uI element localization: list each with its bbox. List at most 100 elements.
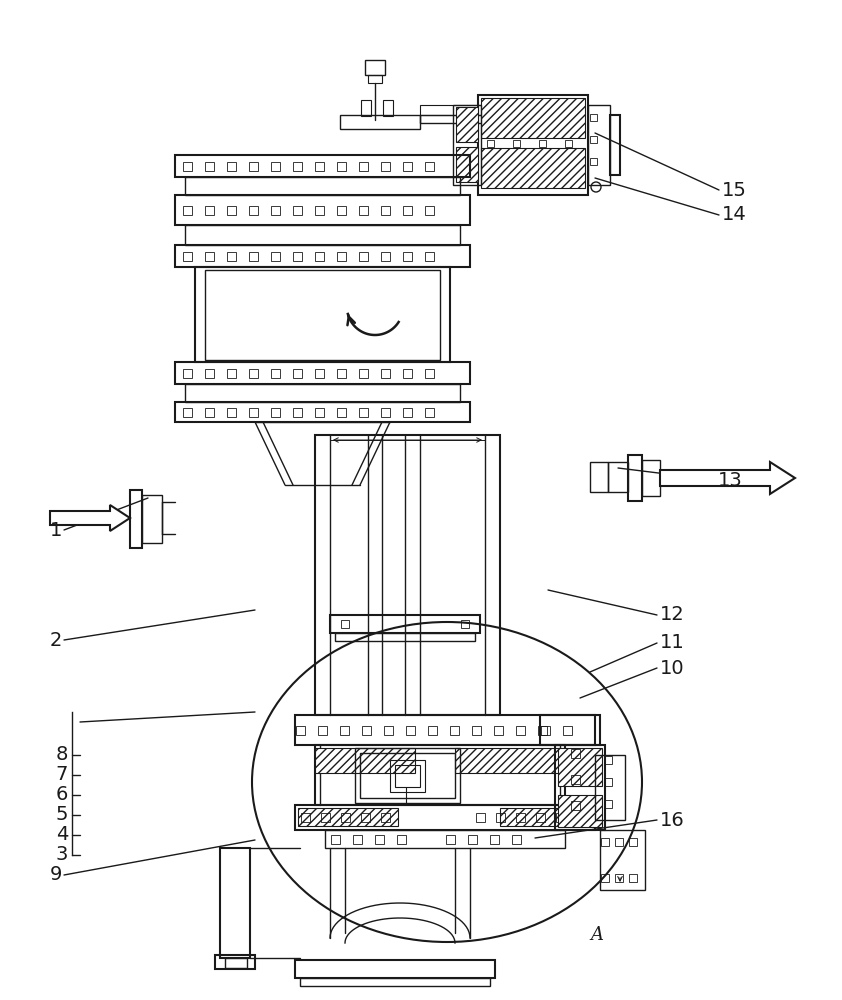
Bar: [341, 620, 349, 628]
Bar: [629, 874, 637, 882]
Bar: [337, 369, 346, 378]
Bar: [425, 252, 434, 261]
Bar: [420, 105, 500, 115]
Bar: [220, 848, 250, 958]
Bar: [361, 813, 370, 822]
Bar: [318, 726, 327, 735]
Bar: [362, 726, 371, 735]
Bar: [331, 835, 340, 844]
Bar: [293, 162, 302, 171]
Bar: [175, 195, 470, 225]
Bar: [555, 745, 605, 830]
Bar: [540, 715, 600, 745]
Bar: [368, 75, 382, 83]
Bar: [296, 726, 305, 735]
Bar: [481, 98, 585, 138]
Bar: [571, 801, 580, 810]
Bar: [453, 105, 481, 185]
Bar: [563, 726, 572, 735]
Bar: [375, 835, 384, 844]
Text: 7: 7: [56, 766, 68, 784]
Bar: [359, 408, 368, 417]
Bar: [450, 726, 459, 735]
Text: 13: 13: [718, 471, 743, 489]
Bar: [353, 835, 362, 844]
Bar: [628, 455, 642, 501]
Text: 14: 14: [722, 206, 747, 225]
Bar: [536, 813, 545, 822]
Bar: [571, 775, 580, 784]
Bar: [175, 362, 470, 384]
Bar: [600, 830, 645, 890]
Bar: [175, 402, 470, 422]
Bar: [183, 369, 192, 378]
Bar: [403, 369, 412, 378]
Bar: [381, 369, 390, 378]
Bar: [359, 252, 368, 261]
Bar: [340, 115, 420, 129]
Bar: [403, 206, 412, 215]
Bar: [381, 162, 390, 171]
Bar: [249, 206, 258, 215]
Bar: [227, 206, 236, 215]
Bar: [227, 369, 236, 378]
Bar: [271, 162, 280, 171]
Text: 6: 6: [56, 786, 68, 804]
Bar: [142, 495, 162, 543]
Bar: [301, 813, 310, 822]
Bar: [365, 60, 385, 75]
Bar: [512, 835, 521, 844]
Bar: [205, 369, 214, 378]
Bar: [359, 369, 368, 378]
Bar: [183, 408, 192, 417]
Polygon shape: [660, 462, 795, 494]
Bar: [456, 107, 478, 142]
Bar: [478, 95, 588, 195]
Bar: [293, 369, 302, 378]
Bar: [516, 813, 525, 822]
Bar: [337, 408, 346, 417]
Bar: [298, 808, 398, 826]
Bar: [321, 813, 330, 822]
Bar: [428, 726, 437, 735]
Bar: [496, 813, 505, 822]
Bar: [608, 462, 628, 492]
Bar: [604, 778, 612, 786]
Bar: [185, 177, 460, 195]
Bar: [588, 105, 610, 185]
Bar: [642, 460, 660, 496]
Text: 12: 12: [660, 605, 685, 624]
Bar: [341, 813, 350, 822]
Text: 11: 11: [660, 634, 685, 652]
Bar: [590, 114, 597, 121]
Bar: [205, 270, 440, 360]
Text: 3: 3: [56, 846, 68, 864]
Bar: [539, 140, 546, 147]
Bar: [249, 162, 258, 171]
Bar: [205, 206, 214, 215]
Bar: [601, 838, 609, 846]
Bar: [403, 252, 412, 261]
Bar: [615, 838, 623, 846]
Bar: [513, 140, 520, 147]
Bar: [381, 206, 390, 215]
Bar: [293, 206, 302, 215]
Bar: [315, 369, 324, 378]
Bar: [381, 408, 390, 417]
Bar: [403, 408, 412, 417]
Bar: [538, 726, 547, 735]
Bar: [487, 140, 494, 147]
Bar: [500, 808, 593, 826]
Bar: [315, 745, 565, 805]
Bar: [595, 755, 625, 820]
Bar: [472, 726, 481, 735]
Bar: [359, 162, 368, 171]
Bar: [384, 726, 393, 735]
Bar: [295, 805, 595, 830]
Text: 10: 10: [660, 658, 685, 678]
Bar: [249, 408, 258, 417]
Bar: [395, 765, 420, 787]
Bar: [406, 726, 415, 735]
Bar: [340, 726, 349, 735]
Bar: [558, 748, 602, 786]
